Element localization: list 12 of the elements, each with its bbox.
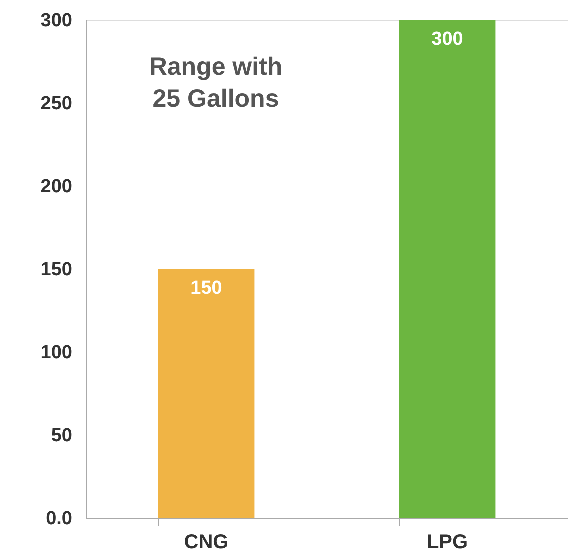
y-tick-label: 200 [40, 176, 72, 198]
text: Range with 25 Gallons [149, 53, 283, 113]
data-label: 150 [190, 278, 222, 299]
y-tick-label: 0.0 [46, 508, 72, 530]
y-tick-label: 50 [51, 426, 72, 446]
y-tick-label: 150 [40, 260, 72, 280]
y-tick-label: 100 [40, 342, 72, 364]
x-tick-label: LPG [426, 532, 468, 554]
y-tick-label: 300 [40, 10, 72, 32]
data-label: 300 [432, 29, 464, 50]
x-tick-label: CNG [184, 532, 229, 554]
y-tick-label: 250 [40, 94, 72, 114]
